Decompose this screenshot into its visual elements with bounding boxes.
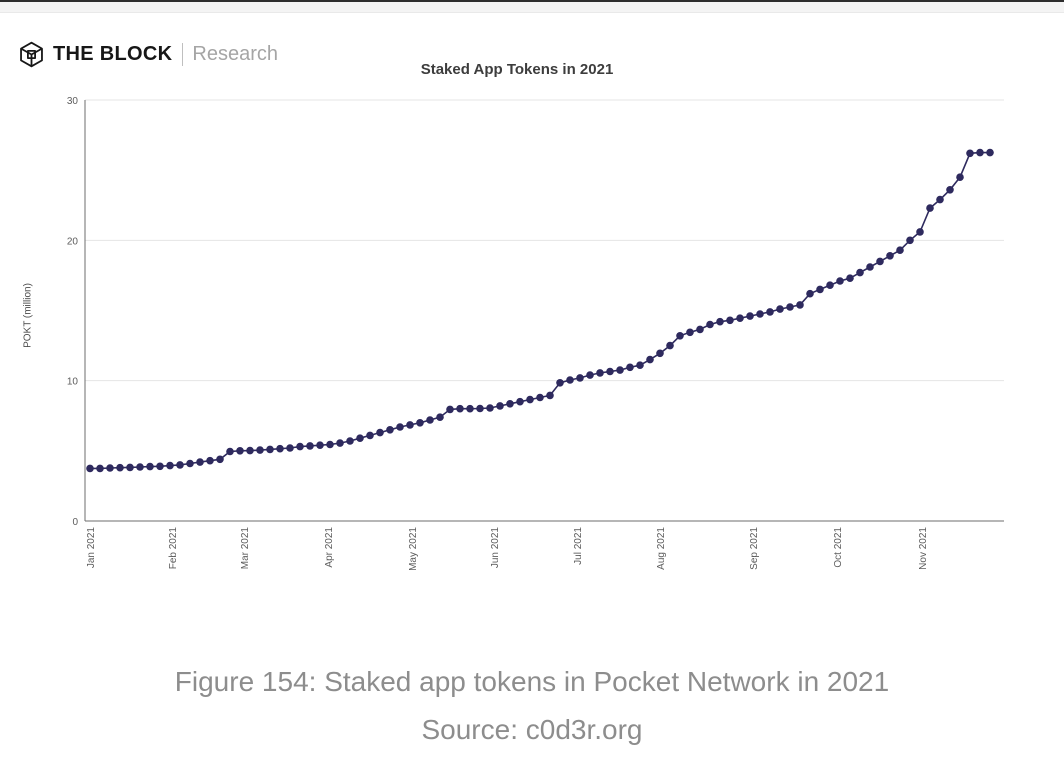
figure-caption: Figure 154: Staked app tokens in Pocket … bbox=[174, 666, 890, 697]
svg-text:May 2021: May 2021 bbox=[408, 527, 419, 571]
brand-divider bbox=[182, 42, 184, 66]
svg-text:30: 30 bbox=[67, 96, 79, 107]
brand-name: THE BLOCK bbox=[53, 42, 173, 65]
svg-text:Aug 2021: Aug 2021 bbox=[656, 527, 667, 570]
top-accent-bar bbox=[0, 0, 1064, 2]
brand-sub-research: Research bbox=[192, 42, 278, 65]
block-logo-icon bbox=[20, 41, 43, 67]
svg-text:Mar 2021: Mar 2021 bbox=[240, 527, 251, 570]
brand-logo: THE BLOCK Research bbox=[18, 40, 278, 68]
svg-text:Jan 2021: Jan 2021 bbox=[86, 527, 97, 569]
svg-text:10: 10 bbox=[67, 377, 79, 388]
source-caption: Source: c0d3r.org bbox=[421, 714, 643, 745]
svg-text:Jun 2021: Jun 2021 bbox=[490, 527, 501, 569]
svg-text:Sep 2021: Sep 2021 bbox=[749, 527, 760, 570]
svg-text:Nov 2021: Nov 2021 bbox=[918, 527, 929, 570]
svg-text:20: 20 bbox=[67, 236, 79, 247]
top-light-bar bbox=[0, 2, 1064, 13]
svg-text:0: 0 bbox=[72, 517, 78, 528]
svg-text:Apr 2021: Apr 2021 bbox=[324, 527, 335, 568]
svg-text:Jul 2021: Jul 2021 bbox=[573, 527, 584, 565]
svg-text:Feb 2021: Feb 2021 bbox=[168, 527, 179, 570]
y-axis-label: POKT (million) bbox=[22, 283, 34, 348]
svg-text:Oct 2021: Oct 2021 bbox=[833, 527, 844, 568]
chart-title: Staked App Tokens in 2021 bbox=[420, 61, 614, 78]
